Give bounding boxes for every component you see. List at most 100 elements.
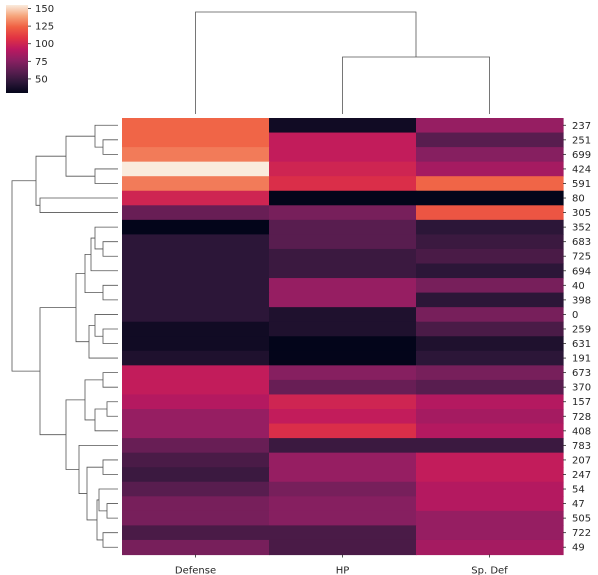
row-tick-label: 505 bbox=[572, 514, 591, 525]
row-tick-label: 673 bbox=[572, 368, 591, 379]
heatmap-cell bbox=[269, 496, 417, 512]
heatmap-cell bbox=[122, 219, 270, 235]
dendrogram-link bbox=[39, 307, 76, 436]
heatmap-cell bbox=[269, 394, 417, 410]
dendrogram-link bbox=[94, 226, 118, 250]
heatmap-cell bbox=[416, 147, 564, 163]
heatmap-cell bbox=[122, 321, 270, 337]
heatmap-cell bbox=[122, 307, 270, 323]
heatmap-cell bbox=[416, 481, 564, 497]
row-tick-label: 305 bbox=[572, 208, 591, 219]
heatmap-cell bbox=[269, 147, 417, 163]
column-tick-labels: Defense HP Sp. Def bbox=[175, 554, 508, 575]
row-tick-label: 0 bbox=[572, 310, 578, 321]
heatmap-cell bbox=[269, 263, 417, 279]
heatmap-cell bbox=[416, 161, 564, 177]
heatmap-cell bbox=[269, 307, 417, 323]
heatmap-cell bbox=[122, 161, 270, 177]
colorbar-tick-label: 100 bbox=[35, 39, 54, 50]
heatmap-cell bbox=[122, 467, 270, 483]
dendrogram-link bbox=[11, 180, 40, 372]
heatmap-cell bbox=[416, 510, 564, 526]
row-tick-label: 191 bbox=[572, 354, 591, 365]
heatmap-cell bbox=[269, 350, 417, 366]
heatmap-cell bbox=[416, 190, 564, 206]
colorbar: 50 75 100 125 150 bbox=[6, 4, 54, 93]
column-tick-label: HP bbox=[336, 566, 350, 575]
heatmap-cell bbox=[122, 539, 270, 556]
dendrogram-link bbox=[88, 324, 118, 359]
heatmap-cell bbox=[416, 176, 564, 192]
heatmap-cell bbox=[269, 292, 417, 308]
colorbar-gradient bbox=[6, 5, 28, 93]
heatmap-cell bbox=[269, 409, 417, 425]
colorbar-tick-label: 75 bbox=[35, 57, 48, 68]
dendrogram-link bbox=[65, 135, 95, 177]
row-tick-label: 398 bbox=[572, 295, 591, 306]
heatmap-cell bbox=[122, 190, 270, 206]
heatmap-cell bbox=[269, 539, 417, 556]
row-tick-label: 251 bbox=[572, 135, 591, 146]
dendrogram-link bbox=[102, 284, 118, 301]
heatmap-cell bbox=[269, 321, 417, 337]
heatmap-cell bbox=[122, 147, 270, 163]
colorbar-tick-label: 50 bbox=[35, 74, 48, 85]
row-tick-label: 47 bbox=[572, 499, 585, 510]
heatmap-cell bbox=[269, 205, 417, 221]
heatmap-cell bbox=[122, 263, 270, 279]
heatmap-cell bbox=[122, 336, 270, 352]
heatmap-cell bbox=[416, 307, 564, 323]
heatmap-cell bbox=[122, 452, 270, 468]
row-tick-label: 40 bbox=[572, 281, 585, 292]
dendrogram-link bbox=[342, 56, 490, 114]
dendrogram-link bbox=[39, 197, 118, 213]
heatmap-cell bbox=[269, 510, 417, 526]
heatmap-cell bbox=[416, 336, 564, 352]
heatmap-cell bbox=[416, 205, 564, 221]
row-tick-label: 207 bbox=[572, 455, 591, 466]
dendrogram-link bbox=[102, 328, 118, 344]
heatmap-cell bbox=[269, 278, 417, 294]
row-tick-label: 259 bbox=[572, 324, 591, 335]
heatmap-cell bbox=[122, 292, 270, 308]
row-tick-label: 247 bbox=[572, 470, 591, 481]
row-tick-label: 237 bbox=[572, 121, 591, 132]
colorbar-tick-label: 150 bbox=[35, 4, 54, 15]
heatmap-cell bbox=[122, 525, 270, 541]
dendrogram-link bbox=[102, 241, 118, 257]
dendrogram-link bbox=[94, 168, 118, 184]
heatmap-cell bbox=[122, 379, 270, 396]
heatmap-cell bbox=[416, 321, 564, 337]
heatmap-cell bbox=[269, 365, 417, 381]
heatmap-cell bbox=[269, 161, 417, 177]
row-tick-label: 683 bbox=[572, 237, 591, 248]
heatmap-cell bbox=[122, 278, 270, 294]
row-tick-label: 591 bbox=[572, 179, 591, 190]
heatmap-cell bbox=[269, 336, 417, 352]
dendrogram-link bbox=[84, 379, 103, 421]
row-tick-label: 80 bbox=[572, 194, 585, 205]
row-tick-label: 370 bbox=[572, 383, 591, 394]
heatmap-cell bbox=[122, 365, 270, 381]
row-tick-label: 49 bbox=[572, 543, 585, 554]
heatmap-cell bbox=[416, 118, 564, 134]
row-tick-label: 424 bbox=[572, 164, 591, 175]
heatmap-cell bbox=[122, 496, 270, 512]
dendrogram-link bbox=[94, 124, 118, 148]
heatmap-cell bbox=[122, 394, 270, 410]
dendrogram-link bbox=[102, 372, 118, 388]
heatmap-cell bbox=[122, 234, 270, 250]
dendrogram-link bbox=[102, 532, 118, 548]
dendrogram-link bbox=[65, 399, 85, 470]
row-tick-label: 783 bbox=[572, 441, 591, 452]
heatmap-cell bbox=[122, 409, 270, 425]
heatmap-cell bbox=[269, 423, 417, 439]
row-tick-label: 725 bbox=[572, 252, 591, 263]
heatmap-cell bbox=[122, 510, 270, 526]
row-tick-label: 408 bbox=[572, 426, 591, 437]
heatmap-cell bbox=[122, 132, 270, 148]
row-tick-label: 699 bbox=[572, 150, 591, 161]
heatmap-cell bbox=[416, 525, 564, 541]
row-tick-label: 157 bbox=[572, 397, 591, 408]
